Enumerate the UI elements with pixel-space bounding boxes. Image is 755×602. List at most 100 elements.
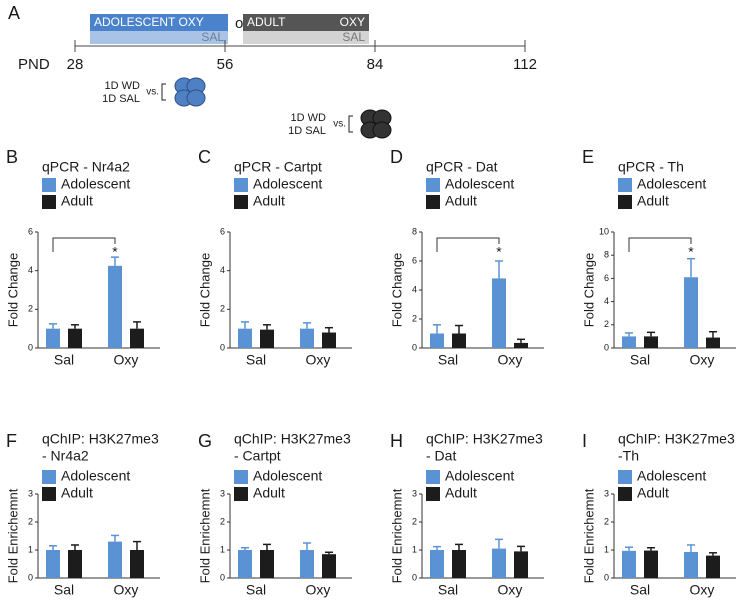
bar (430, 333, 444, 348)
legend-swatch (426, 470, 440, 484)
bracket (161, 83, 166, 101)
timeline-tick-label: 56 (217, 56, 234, 73)
bar (260, 550, 274, 578)
y-tick-label: 3 (28, 488, 33, 498)
significance-bracket (628, 237, 692, 252)
legend-label: Adolescent (253, 468, 322, 484)
bar (492, 278, 506, 348)
panel-letter: I (582, 431, 587, 451)
bar (706, 555, 720, 578)
legend-swatch (426, 487, 440, 501)
y-tick-label: 0 (412, 342, 417, 352)
legend-label: Adult (253, 485, 285, 501)
y-axis-label: Fold Enrichemnt (581, 488, 596, 583)
y-tick-label: 3 (604, 488, 609, 498)
bar (644, 550, 658, 578)
y-tick-label: 4 (220, 265, 225, 275)
bar (108, 541, 122, 578)
bar (68, 550, 82, 578)
y-tick-label: 4 (604, 296, 609, 306)
chart-title: qPCR - Nr4a2 (42, 159, 130, 175)
y-tick-label: 6 (28, 226, 33, 236)
chart-title: - Cartpt (234, 448, 281, 464)
y-tick-label: 1 (28, 544, 33, 554)
legend-label: Adult (445, 485, 477, 501)
y-tick-label: 2 (28, 304, 33, 314)
y-tick-label: 4 (412, 284, 417, 294)
chart-title: qPCR - Cartpt (234, 159, 322, 175)
adult-oxy-box (243, 14, 369, 31)
chart-title: qChIP: H3K27me3 (42, 431, 159, 447)
legend-label: Adult (637, 193, 669, 209)
y-axis-label: Fold Enrichemnt (389, 488, 404, 583)
legend-label: Adolescent (445, 176, 514, 192)
legend-label: Adult (445, 193, 477, 209)
vs-text: vs. (146, 87, 159, 98)
bar (452, 550, 466, 578)
bar (300, 328, 314, 348)
legend-swatch (618, 470, 632, 484)
chart-title: -Th (618, 448, 639, 464)
y-tick-label: 4 (28, 265, 33, 275)
box-label: SAL (342, 30, 365, 44)
test-label: 1D SAL (102, 93, 140, 105)
panel-letter: F (6, 431, 17, 451)
y-tick-label: 2 (412, 516, 417, 526)
y-axis-label: Fold Enrichemnt (197, 488, 212, 583)
x-tick-label: Sal (246, 352, 266, 368)
test-label: 1D WD (291, 112, 327, 124)
legend-label: Adolescent (61, 468, 130, 484)
vs-text: vs. (333, 119, 346, 130)
bar (622, 550, 636, 578)
test-label: 1D WD (105, 80, 141, 92)
y-axis-label: Fold Change (581, 253, 596, 327)
x-tick-label: Oxy (498, 582, 523, 598)
legend-label: Adult (61, 485, 93, 501)
y-axis-label: Fold Change (197, 253, 212, 327)
legend-swatch (234, 195, 248, 209)
y-axis-label: Fold Change (5, 253, 20, 327)
legend-swatch (42, 487, 56, 501)
bracket (348, 115, 353, 133)
brain-icon (174, 77, 206, 107)
bar (260, 329, 274, 348)
x-tick-label: Sal (630, 582, 650, 598)
x-tick-label: Oxy (306, 352, 331, 368)
x-tick-label: Oxy (114, 352, 139, 368)
y-tick-label: 0 (220, 342, 225, 352)
bar (46, 328, 60, 348)
legend-label: Adult (253, 193, 285, 209)
legend-swatch (234, 178, 248, 192)
timeline-tick-label: 28 (67, 56, 84, 73)
bar (130, 550, 144, 578)
y-tick-label: 0 (412, 572, 417, 582)
legend-label: Adolescent (61, 176, 130, 192)
x-tick-label: Sal (438, 582, 458, 598)
timeline-tick-label: 112 (513, 56, 537, 73)
y-tick-label: 0 (28, 342, 33, 352)
box-label: ADOLESCENT OXY (94, 15, 204, 29)
bar (684, 551, 698, 578)
legend-label: Adolescent (637, 468, 706, 484)
significance-bracket (52, 237, 116, 252)
bar (706, 337, 720, 348)
panel-letter: G (198, 431, 212, 451)
legend-swatch (234, 487, 248, 501)
adult-sal-box (243, 31, 369, 44)
y-tick-label: 8 (412, 226, 417, 236)
legend-label: Adult (61, 193, 93, 209)
y-tick-label: 0 (220, 572, 225, 582)
x-tick-label: Sal (54, 582, 74, 598)
legend-label: Adult (637, 485, 669, 501)
y-tick-label: 3 (220, 488, 225, 498)
chart-title: qPCR - Th (618, 159, 684, 175)
significance-label: * (112, 244, 118, 260)
y-tick-label: 1 (604, 544, 609, 554)
bar (46, 550, 60, 578)
bar (514, 342, 528, 348)
bar (68, 328, 82, 348)
panel-letter: D (390, 147, 403, 167)
